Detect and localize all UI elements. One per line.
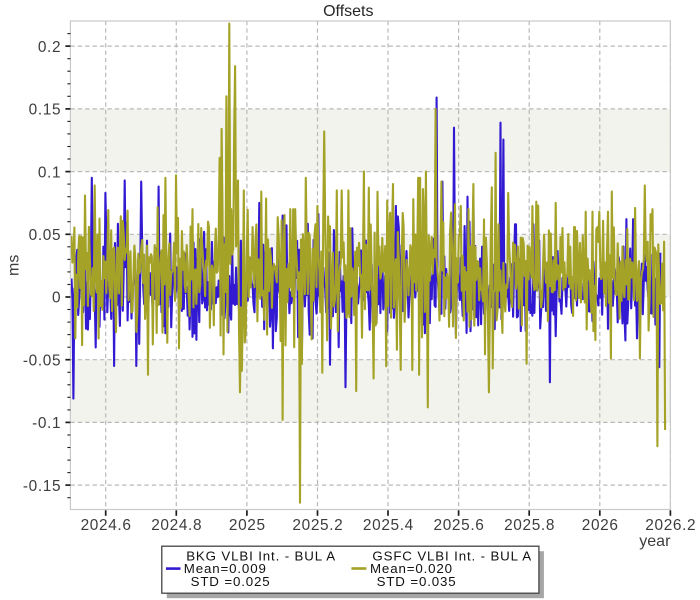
svg-text:2025.2: 2025.2: [292, 517, 343, 534]
svg-text:Offsets: Offsets: [323, 3, 373, 20]
svg-text:2025.4: 2025.4: [363, 517, 414, 534]
svg-text:2024.8: 2024.8: [151, 517, 202, 534]
svg-text:STD =0.035: STD =0.035: [377, 574, 457, 589]
svg-text:Mean=0.009: Mean=0.009: [184, 561, 267, 576]
svg-text:2025.6: 2025.6: [434, 517, 485, 534]
svg-text:2024.6: 2024.6: [81, 517, 132, 534]
svg-text:BKG VLBI Int. - BUL A: BKG VLBI Int. - BUL A: [186, 548, 336, 563]
svg-text:0: 0: [52, 290, 61, 307]
svg-text:GSFC VLBI Int. - BUL A: GSFC VLBI Int. - BUL A: [372, 548, 532, 563]
svg-text:-0.15: -0.15: [23, 478, 61, 495]
svg-text:year: year: [639, 533, 671, 550]
svg-text:ms: ms: [6, 255, 23, 276]
svg-text:STD =0.025: STD =0.025: [191, 574, 271, 589]
svg-text:0.05: 0.05: [29, 227, 62, 244]
svg-text:-0.1: -0.1: [32, 415, 61, 432]
svg-text:2026: 2026: [582, 517, 619, 534]
svg-text:0.15: 0.15: [29, 102, 62, 119]
svg-text:2025: 2025: [229, 517, 266, 534]
svg-text:2025.8: 2025.8: [504, 517, 555, 534]
svg-text:2026.2: 2026.2: [645, 517, 696, 534]
svg-text:Mean=0.020: Mean=0.020: [370, 561, 453, 576]
svg-text:0.1: 0.1: [38, 164, 61, 181]
svg-text:0.2: 0.2: [38, 39, 61, 56]
svg-text:-0.05: -0.05: [23, 352, 61, 369]
